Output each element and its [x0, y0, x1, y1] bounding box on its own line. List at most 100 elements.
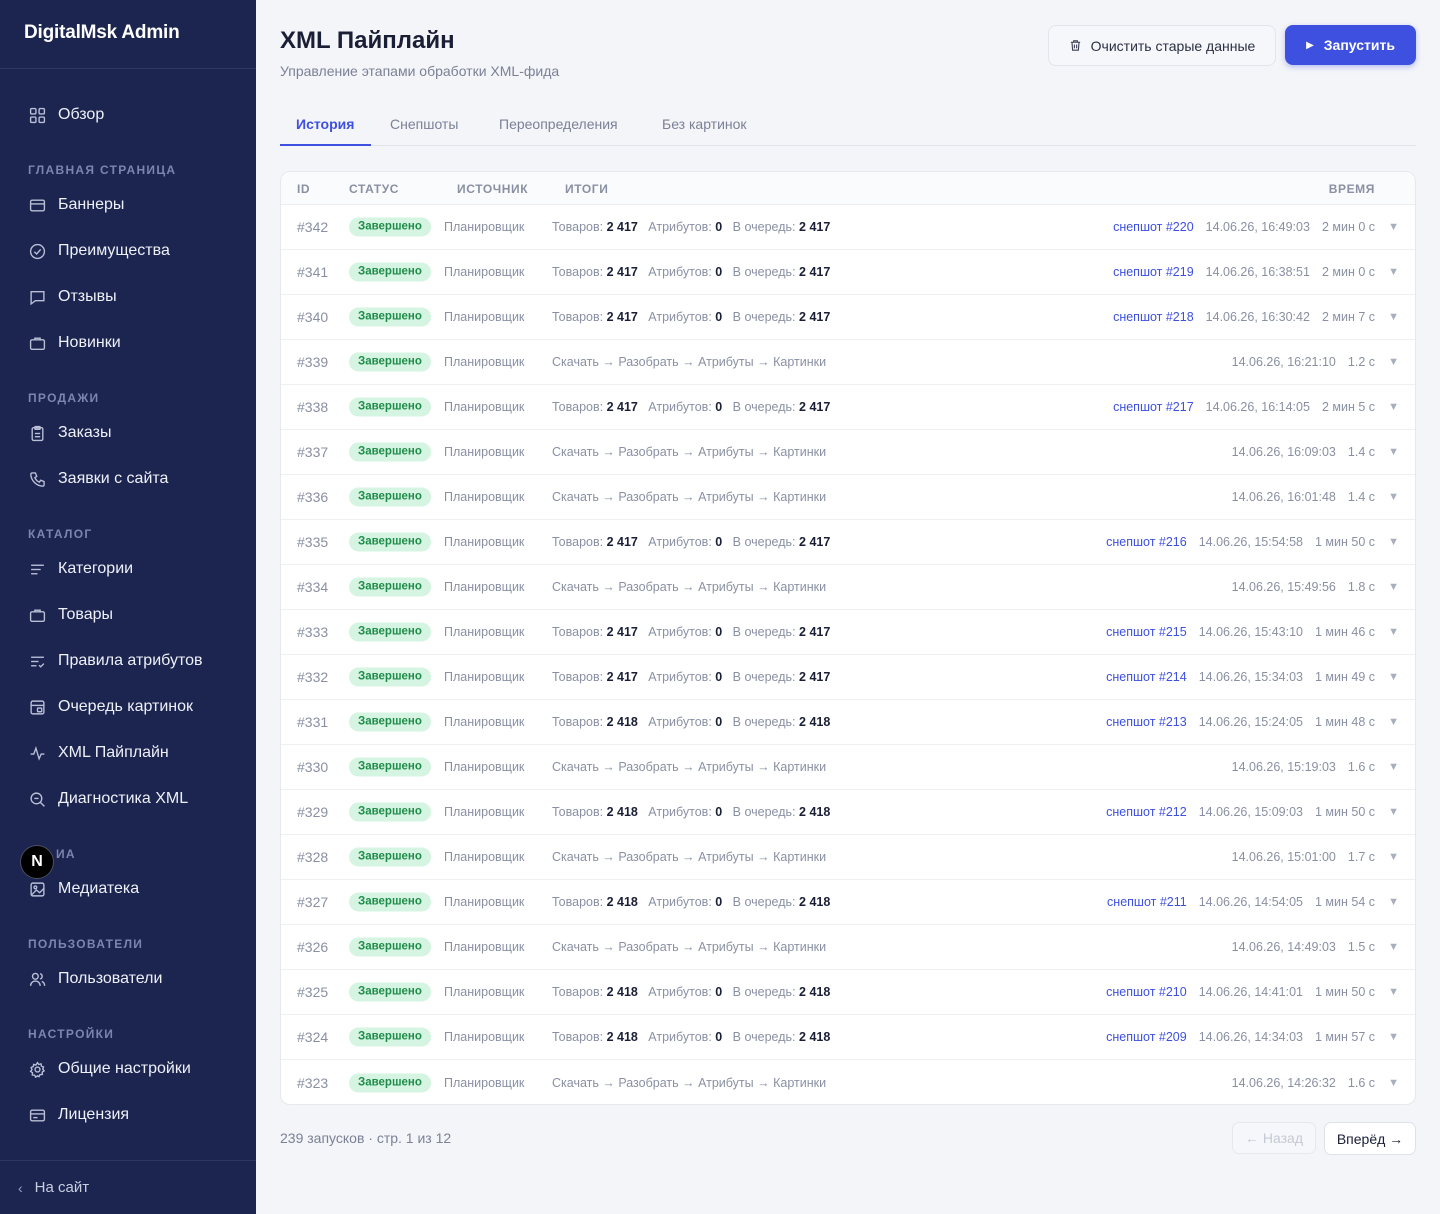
- snapshot-link[interactable]: снепшот #211: [1107, 895, 1187, 909]
- sidebar-item-reviews[interactable]: Отзывы: [28, 283, 117, 311]
- next-page-button[interactable]: Вперёд →: [1324, 1122, 1416, 1155]
- sidebar-item-users[interactable]: Пользователи: [28, 965, 162, 993]
- table-row[interactable]: #323 Завершено Планировщик Скачать → Разобр…: [281, 1060, 1415, 1104]
- expand-row-icon[interactable]: ▼: [1388, 311, 1399, 323]
- expand-row-icon[interactable]: ▼: [1388, 581, 1399, 593]
- tab-history[interactable]: История: [296, 116, 355, 132]
- expand-row-icon[interactable]: ▼: [1388, 1031, 1399, 1043]
- expand-row-icon[interactable]: ▼: [1388, 401, 1399, 413]
- table-row[interactable]: #336 Завершено Планировщик Скачать → Разобр…: [281, 475, 1415, 520]
- sidebar-item-products[interactable]: Товары: [28, 601, 113, 629]
- expand-row-icon[interactable]: ▼: [1388, 266, 1399, 278]
- table-row[interactable]: #339 Завершено Планировщик Скачать → Разобр…: [281, 340, 1415, 385]
- sidebar-item-xml-diag[interactable]: Диагностика XML: [28, 785, 188, 813]
- sidebar-item-banners[interactable]: Баннеры: [28, 191, 124, 219]
- snapshot-link[interactable]: снепшот #220: [1113, 220, 1194, 234]
- queue-count: 2 418: [799, 895, 831, 909]
- tab-snapshots[interactable]: Снепшоты: [390, 116, 459, 132]
- status-badge: Завершено: [349, 802, 431, 822]
- status-badge: Завершено: [349, 712, 431, 732]
- dev-tools-badge[interactable]: N: [20, 845, 54, 879]
- expand-row-icon[interactable]: ▼: [1388, 941, 1399, 953]
- table-row[interactable]: #331 Завершено Планировщик Товаров: 2 418 А…: [281, 700, 1415, 745]
- sidebar-item-categories[interactable]: Категории: [28, 555, 133, 583]
- sidebar-item-media-lib[interactable]: Медиатека: [28, 875, 139, 903]
- sidebar-item-label: Баннеры: [58, 196, 125, 213]
- run-summary: Товаров: 2 418 Атрибутов: 0 В очередь: 2…: [552, 985, 830, 999]
- table-row[interactable]: #329 Завершено Планировщик Товаров: 2 418 А…: [281, 790, 1415, 835]
- snapshot-link[interactable]: снепшот #217: [1113, 400, 1194, 414]
- products-count: 2 417: [606, 220, 638, 234]
- attributes-count: 0: [715, 310, 723, 324]
- table-row[interactable]: #333 Завершено Планировщик Товаров: 2 417 А…: [281, 610, 1415, 655]
- expand-row-icon[interactable]: ▼: [1388, 806, 1399, 818]
- sidebar-item-orders[interactable]: Заказы: [28, 419, 111, 447]
- sidebar-item-novelties[interactable]: Новинки: [28, 329, 121, 357]
- products-label: Товаров:: [552, 895, 604, 909]
- queue-label: В очередь:: [732, 805, 796, 819]
- expand-row-icon[interactable]: ▼: [1388, 851, 1399, 863]
- expand-row-icon[interactable]: ▼: [1388, 671, 1399, 683]
- products-label: Товаров:: [552, 805, 604, 819]
- expand-row-icon[interactable]: ▼: [1388, 986, 1399, 998]
- expand-row-icon[interactable]: ▼: [1388, 896, 1399, 908]
- sidebar-item-image-queue[interactable]: Очередь картинок: [28, 693, 193, 721]
- clear-old-data-button[interactable]: Очистить старые данные: [1048, 25, 1276, 66]
- snapshot-link[interactable]: снепшот #215: [1106, 625, 1187, 639]
- table-row[interactable]: #337 Завершено Планировщик Скачать → Разобр…: [281, 430, 1415, 475]
- table-row[interactable]: #332 Завершено Планировщик Товаров: 2 417 А…: [281, 655, 1415, 700]
- run-id: #337: [297, 444, 329, 460]
- sidebar-item-general-settings[interactable]: Общие настройки: [28, 1055, 191, 1083]
- expand-row-icon[interactable]: ▼: [1388, 356, 1399, 368]
- sidebar-item-requests[interactable]: Заявки с сайта: [28, 465, 168, 493]
- table-row[interactable]: #342 Завершено Планировщик Товаров: 2 417 А…: [281, 205, 1415, 250]
- snapshot-link[interactable]: снепшот #219: [1113, 265, 1194, 279]
- sidebar-item-xml-pipeline[interactable]: XML Пайплайн: [28, 739, 169, 767]
- expand-row-icon[interactable]: ▼: [1388, 1076, 1399, 1089]
- run-button[interactable]: ▶ Запустить: [1285, 25, 1416, 65]
- table-row[interactable]: #324 Завершено Планировщик Товаров: 2 418 А…: [281, 1015, 1415, 1060]
- header-status: СТАТУС: [349, 182, 400, 196]
- run-summary: Товаров: 2 417 Атрибутов: 0 В очередь: 2…: [552, 310, 830, 324]
- section-users: ПОЛЬЗОВАТЕЛИ: [28, 937, 144, 951]
- sidebar-item-advantages[interactable]: Преимущества: [28, 237, 170, 265]
- table-row[interactable]: #327 Завершено Планировщик Товаров: 2 418 А…: [281, 880, 1415, 925]
- run-summary: Товаров: 2 418 Атрибутов: 0 В очередь: 2…: [552, 895, 830, 909]
- tab-no-images[interactable]: Без картинок: [662, 116, 747, 132]
- prev-page-button[interactable]: ← Назад: [1232, 1122, 1316, 1154]
- snapshot-link[interactable]: снепшот #210: [1106, 985, 1187, 999]
- sidebar-item-license[interactable]: Лицензия: [28, 1101, 129, 1129]
- expand-row-icon[interactable]: ▼: [1388, 446, 1399, 458]
- table-row[interactable]: #341 Завершено Планировщик Товаров: 2 417 А…: [281, 250, 1415, 295]
- table-row[interactable]: #330 Завершено Планировщик Скачать → Разобр…: [281, 745, 1415, 790]
- snapshot-link[interactable]: снепшот #212: [1106, 805, 1187, 819]
- expand-row-icon[interactable]: ▼: [1388, 491, 1399, 503]
- back-to-site-link[interactable]: ‹ На сайт: [0, 1160, 256, 1214]
- expand-row-icon[interactable]: ▼: [1388, 626, 1399, 638]
- table-row[interactable]: #328 Завершено Планировщик Скачать → Разобр…: [281, 835, 1415, 880]
- run-time-group: 14.06.26, 16:21:10 1.2 с: [1232, 355, 1375, 369]
- snapshot-link[interactable]: снепшот #209: [1106, 1030, 1187, 1044]
- table-row[interactable]: #334 Завершено Планировщик Скачать → Разобр…: [281, 565, 1415, 610]
- run-source: Планировщик: [444, 1075, 525, 1090]
- table-row[interactable]: #340 Завершено Планировщик Товаров: 2 417 А…: [281, 295, 1415, 340]
- table-row[interactable]: #338 Завершено Планировщик Товаров: 2 417 А…: [281, 385, 1415, 430]
- snapshot-link[interactable]: снепшот #216: [1106, 535, 1187, 549]
- expand-row-icon[interactable]: ▼: [1388, 761, 1399, 773]
- snapshot-link[interactable]: снепшот #213: [1106, 715, 1187, 729]
- expand-row-icon[interactable]: ▼: [1388, 536, 1399, 548]
- table-row[interactable]: #326 Завершено Планировщик Скачать → Разобр…: [281, 925, 1415, 970]
- expand-row-icon[interactable]: ▼: [1388, 221, 1399, 233]
- run-summary: Товаров: 2 417 Атрибутов: 0 В очередь: 2…: [552, 400, 830, 414]
- snapshot-link[interactable]: снепшот #218: [1113, 310, 1194, 324]
- tab-overrides[interactable]: Переопределения: [499, 116, 618, 132]
- table-row[interactable]: #325 Завершено Планировщик Товаров: 2 418 А…: [281, 970, 1415, 1015]
- sidebar-item-attr-rules[interactable]: Правила атрибутов: [28, 647, 202, 675]
- page-subtitle: Управление этапами обработки XML-фида: [280, 63, 560, 79]
- table-row[interactable]: #335 Завершено Планировщик Товаров: 2 417 А…: [281, 520, 1415, 565]
- sidebar-item-overview[interactable]: Обзор: [28, 101, 104, 129]
- expand-row-icon[interactable]: ▼: [1388, 716, 1399, 728]
- snapshot-link[interactable]: снепшот #214: [1106, 670, 1187, 684]
- run-duration: 1.4 с: [1347, 445, 1375, 459]
- products-label: Товаров:: [552, 715, 604, 729]
